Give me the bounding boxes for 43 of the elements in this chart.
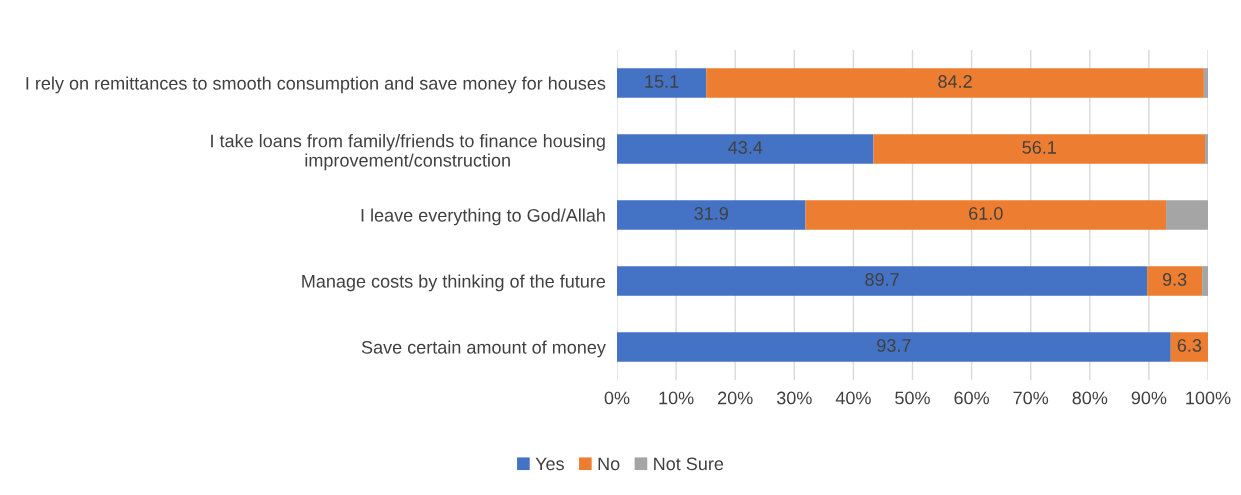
bar	[1166, 200, 1208, 230]
data-label: 15.1	[645, 75, 679, 88]
data-label: 89.7	[865, 273, 899, 286]
bar	[1202, 266, 1208, 296]
bar	[1203, 68, 1208, 98]
y-tick-label: I leave everything to God/Allah	[361, 208, 605, 226]
x-tick-label: 20%	[718, 391, 753, 405]
x-tick-label: 0%	[604, 391, 630, 405]
x-tick-label: 70%	[1013, 391, 1049, 405]
bar	[617, 332, 1171, 362]
bar	[1170, 332, 1208, 362]
data-label: 61.0	[969, 207, 1003, 220]
x-tick-label: 100%	[1186, 391, 1231, 405]
bar	[617, 200, 806, 230]
x-tick-label: 50%	[895, 391, 930, 405]
data-label: 56.1	[1022, 141, 1056, 154]
data-label: 9.3	[1162, 273, 1187, 286]
x-tick-label: 30%	[776, 391, 812, 405]
bar	[1147, 266, 1203, 296]
legend-label: Not Sure	[654, 457, 724, 471]
x-tick-label: 10%	[659, 391, 694, 405]
bar	[706, 68, 1204, 98]
bar	[805, 200, 1167, 230]
data-label: 43.4	[728, 141, 763, 154]
y-tick-label: Save certain amount of money	[361, 340, 606, 358]
data-label: 93.7	[877, 339, 911, 352]
x-tick-label: 40%	[835, 391, 871, 405]
y-tick-label: I take loans from family/friends to finance housing improvement/construction	[211, 134, 605, 171]
bar	[617, 266, 1148, 296]
bar	[1205, 134, 1208, 164]
bar	[617, 134, 874, 164]
y-tick-label: Manage costs by thinking of the future	[302, 274, 606, 292]
x-tick-label: 90%	[1131, 391, 1167, 405]
x-tick-label: 80%	[1072, 391, 1108, 405]
x-tick-label: 60%	[954, 391, 990, 405]
data-label: 31.9	[694, 207, 728, 220]
legend-label: No	[598, 457, 620, 471]
legend-label: Yes	[535, 457, 564, 471]
data-label: 84.2	[938, 75, 972, 88]
bar	[617, 68, 707, 98]
y-tick-label: I rely on remittances to smooth consumption and save money for houses	[26, 76, 606, 94]
data-label: 6.3	[1177, 339, 1202, 352]
bar	[873, 134, 1206, 164]
